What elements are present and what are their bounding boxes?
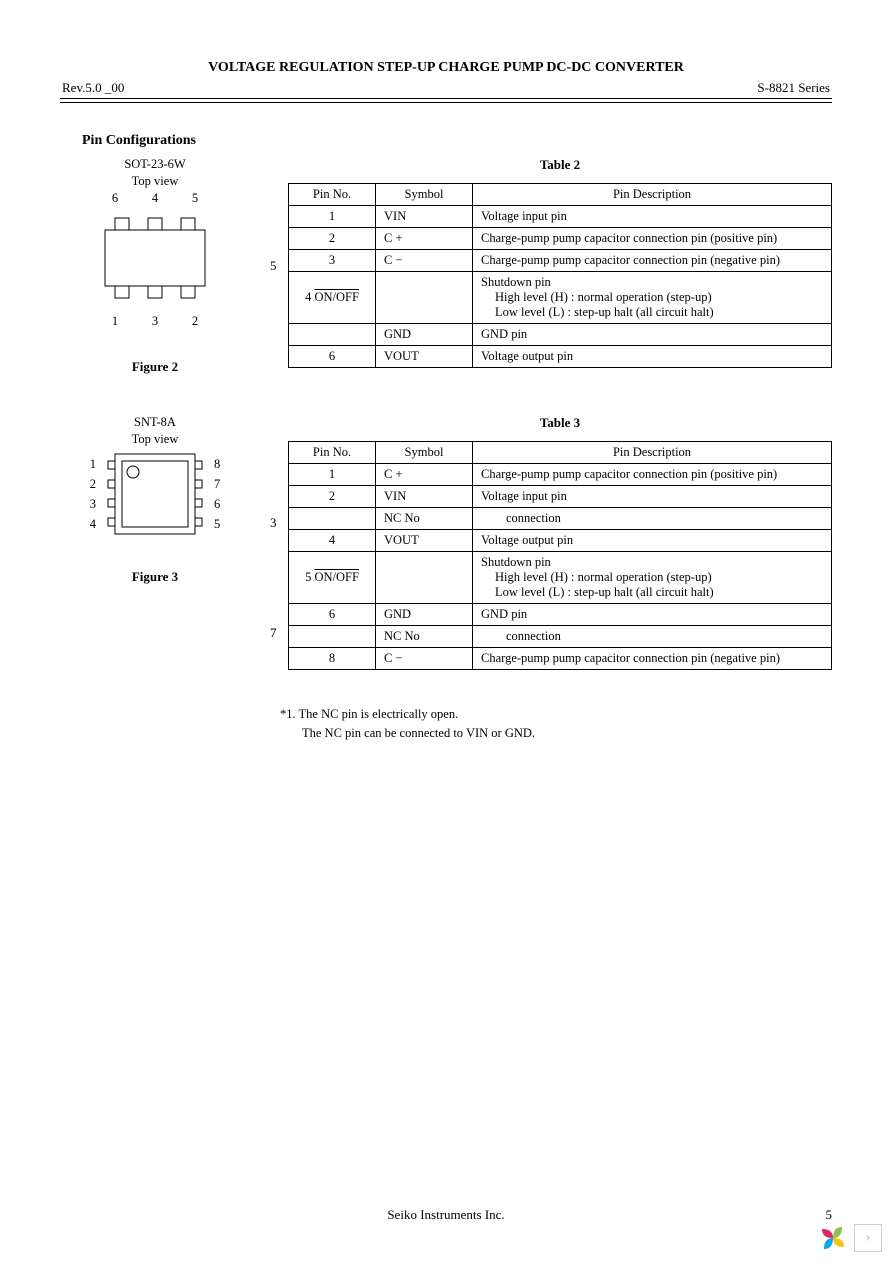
block-sot23: SOT-23-6W Top view 6 4 5 1 3 xyxy=(60,157,832,375)
pin-label: 3 xyxy=(152,314,158,329)
col-pinno: Pin No. xyxy=(289,184,376,206)
table-row: NC No connection xyxy=(289,626,832,648)
footer-company: Seiko Instruments Inc. xyxy=(0,1207,892,1223)
right-col-2: Table 3 Pin No. Symbol Pin Description 1… xyxy=(288,415,832,670)
footnote-1: *1. The NC pin is electrically open. xyxy=(280,705,832,724)
pkg2-right-pins: 8 7 6 5 xyxy=(214,454,220,534)
pin-label: 1 xyxy=(90,457,96,472)
table-row: NC No connection xyxy=(289,508,832,530)
pkg2-left-pins: 1 2 3 4 xyxy=(90,454,96,534)
table-row: GNDGND pin xyxy=(289,324,832,346)
pin-label: 8 xyxy=(214,457,220,472)
logo-icon xyxy=(818,1223,848,1253)
pin-label: 2 xyxy=(90,477,96,492)
table-row: 2C +Charge-pump pump capacitor connectio… xyxy=(289,228,832,250)
pkg2-tbl-label: Table 3 xyxy=(288,415,832,431)
section-title: Pin Configurations xyxy=(82,133,832,149)
pkg2-icon xyxy=(100,449,210,539)
table-row: 3C −Charge-pump pump capacitor connectio… xyxy=(289,250,832,272)
table-row: 6GNDGND pin xyxy=(289,604,832,626)
pkg1-view: Top view xyxy=(60,174,250,189)
pkg1-top-pins: 6 4 5 xyxy=(95,191,215,206)
table-3: Pin No. Symbol Pin Description 1C +Charg… xyxy=(288,441,832,670)
left-col-2: SNT-8A Top view 1 2 3 4 xyxy=(60,415,250,585)
pkg1-tbl-label: Table 2 xyxy=(288,157,832,173)
table-header-row: Pin No. Symbol Pin Description xyxy=(289,184,832,206)
table-row: 4VOUTVoltage output pin xyxy=(289,530,832,552)
table-row: 6VOUTVoltage output pin xyxy=(289,346,832,368)
pkg2-fig: Figure 3 xyxy=(60,569,250,585)
col-desc: Pin Description xyxy=(473,184,832,206)
table-2: Pin No. Symbol Pin Description 1VINVolta… xyxy=(288,183,832,368)
table-row: 1VINVoltage input pin xyxy=(289,206,832,228)
header-rule xyxy=(60,98,832,103)
table-row: 2VINVoltage input pin xyxy=(289,486,832,508)
rev-label: Rev.5.0 _00 xyxy=(62,80,124,96)
footnote-2: The NC pin can be connected to VIN or GN… xyxy=(280,724,832,743)
page-footer: Seiko Instruments Inc. 5 xyxy=(0,1207,892,1223)
pkg1-fig: Figure 2 xyxy=(60,359,250,375)
pin-label: 1 xyxy=(112,314,118,329)
pkg2-name: SNT-8A xyxy=(60,415,250,430)
table-row: 8C −Charge-pump pump capacitor connectio… xyxy=(289,648,832,670)
doc-title: VOLTAGE REGULATION STEP-UP CHARGE PUMP D… xyxy=(60,60,832,76)
left-col-1: SOT-23-6W Top view 6 4 5 1 3 xyxy=(60,157,250,375)
pin-label: 6 xyxy=(214,497,220,512)
pkg1-sidenum: 5 xyxy=(270,258,288,274)
table-row: 5 ON/OFF Shutdown pin High level (H) : n… xyxy=(289,552,832,604)
pin-label: 7 xyxy=(214,477,220,492)
pin-label: 5 xyxy=(192,191,198,206)
pkg1-name: SOT-23-6W xyxy=(60,157,250,172)
pin-label: 6 xyxy=(112,191,118,206)
header-row: Rev.5.0 _00 S-8821 Series xyxy=(60,80,832,98)
series-label: S-8821 Series xyxy=(757,80,830,96)
col-symbol: Symbol xyxy=(376,184,473,206)
col-desc: Pin Description xyxy=(473,442,832,464)
page: VOLTAGE REGULATION STEP-UP CHARGE PUMP D… xyxy=(0,0,892,1263)
pkg2-svg-wrap: 1 2 3 4 xyxy=(60,449,250,539)
right-col-1: Table 2 Pin No. Symbol Pin Description 1… xyxy=(288,157,832,368)
pin-label: 4 xyxy=(90,517,96,532)
pkg1-bottom-pins: 1 3 2 xyxy=(95,314,215,329)
pin-label: 4 xyxy=(152,191,158,206)
pin-label: 5 xyxy=(214,517,220,532)
table-row: 1C +Charge-pump pump capacitor connectio… xyxy=(289,464,832,486)
table-header-row: Pin No. Symbol Pin Description xyxy=(289,442,832,464)
pkg1-icon xyxy=(90,208,220,308)
pkg2-sidenums: 3 7 xyxy=(270,415,288,675)
col-pinno: Pin No. xyxy=(289,442,376,464)
pin-label: 2 xyxy=(192,314,198,329)
block-snt8a: SNT-8A Top view 1 2 3 4 xyxy=(60,415,832,675)
next-page-button[interactable]: › xyxy=(854,1224,882,1252)
corner-controls: › xyxy=(818,1223,882,1253)
footnote: *1. The NC pin is electrically open. The… xyxy=(280,705,832,743)
table-row: 4 ON/OFF Shutdown pin High level (H) : n… xyxy=(289,272,832,324)
pin-label: 3 xyxy=(90,497,96,512)
pkg2-view: Top view xyxy=(60,432,250,447)
col-symbol: Symbol xyxy=(376,442,473,464)
